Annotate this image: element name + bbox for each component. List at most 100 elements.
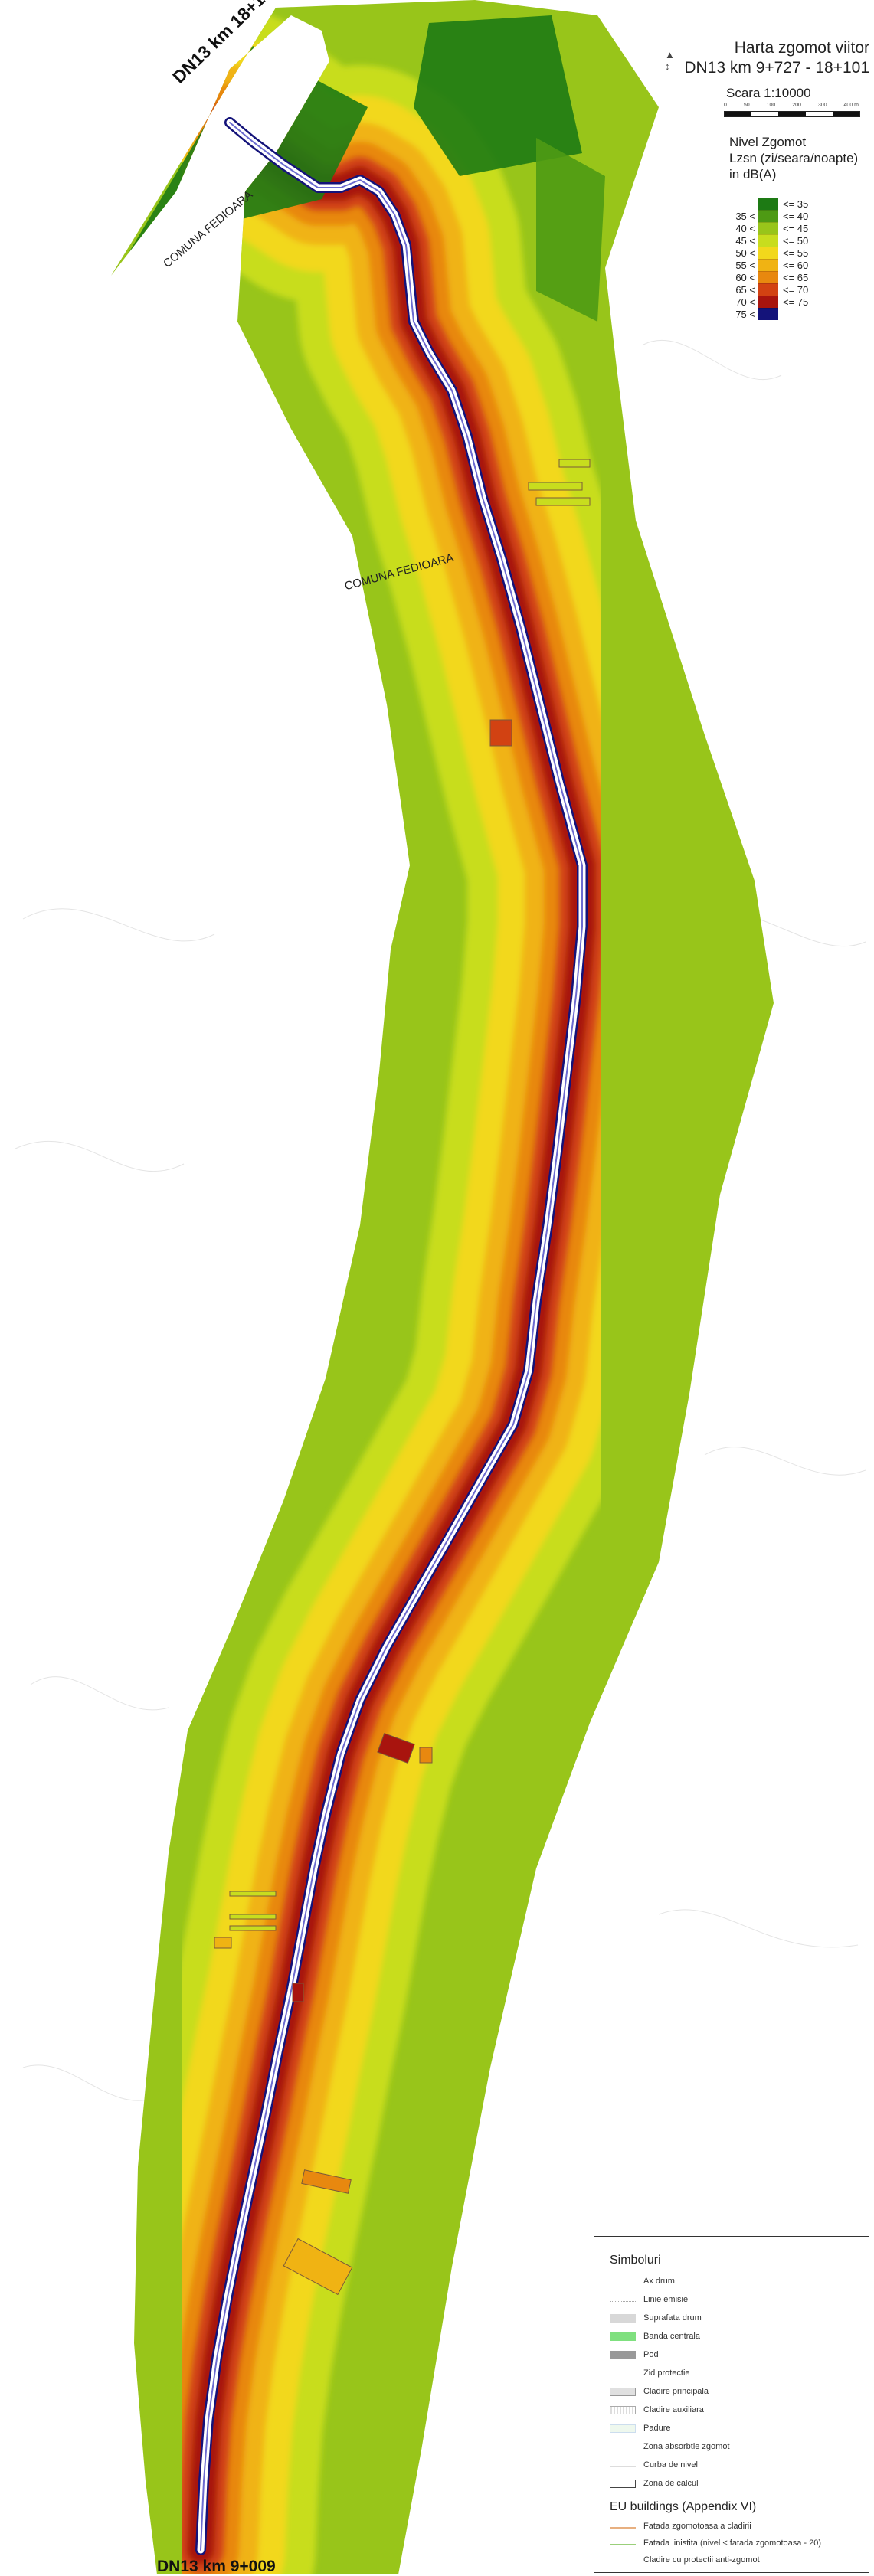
noise-class-from: 70 < (735, 296, 755, 308)
noise-class-swatch (758, 259, 778, 271)
noise-legend-title-line-3: in dB(A) (729, 167, 777, 181)
map-title-line-1: Harta zgomot viitor (734, 39, 869, 57)
symbol-row: Curba de nivel (610, 2460, 698, 2470)
map-scale-label: Scara 1:10000 (726, 86, 811, 100)
symbol-row: Cladire principala (610, 2387, 709, 2396)
noise-class-swatch (758, 198, 778, 210)
noise-legend-title: Nivel Zgomot Lzsn (zi/seara/noapte) in d… (729, 134, 858, 182)
symbols-panel: Simboluri Ax drum Linie emisie Suprafata d… (594, 2236, 869, 2573)
noise-class-from: 55 < (735, 259, 755, 271)
road-axis-line-icon (610, 2279, 636, 2283)
forest-icon (610, 2424, 636, 2433)
noise-class-to: <= 70 (783, 283, 809, 296)
noise-class-from: 60 < (735, 271, 755, 283)
main-building-icon (610, 2387, 636, 2396)
north-arrow-icon: ▲ ↕ (665, 49, 675, 72)
symbol-label: Zona absorbtie zgomot (643, 2442, 730, 2451)
emission-line-icon (610, 2297, 636, 2302)
noise-class-to: <= 45 (783, 222, 809, 234)
noise-class-to: <= 40 (783, 210, 809, 222)
noise-class-swatch (758, 222, 778, 234)
symbol-label: Banda centrala (643, 2332, 700, 2341)
scale-tick: 50 (743, 103, 750, 108)
protection-wall-icon (610, 2371, 636, 2375)
symbol-row: Banda centrala (610, 2332, 700, 2341)
symbol-row: Pod (610, 2350, 659, 2359)
noise-legend-row: 70 < <= 75 (726, 296, 808, 308)
symbol-row: Padure (610, 2424, 670, 2433)
symbol-label: Fatada zgomotoasa a cladirii (643, 2522, 751, 2531)
noise-class-from: 35 < (735, 210, 755, 222)
noise-legend: <= 35 35 < <= 40 40 < <= 45 45 < <= 50 50 < <= 5… (726, 198, 808, 320)
road-label-km-9-009: DN13 km 9+009 (157, 2558, 276, 2575)
symbol-label: Zona de calcul (643, 2479, 699, 2488)
noise-class-swatch (758, 308, 778, 320)
noise-class-to: <= 60 (783, 259, 809, 271)
noise-class-from: 45 < (735, 234, 755, 247)
symbol-label: Cladire auxiliara (643, 2405, 704, 2414)
symbol-label: Padure (643, 2424, 671, 2433)
symbol-label: Cladire principala (643, 2387, 709, 2396)
noise-class-from: 50 < (735, 247, 755, 259)
road-dn13 (195, 117, 588, 2555)
eu-buildings-title: EU buildings (Appendix VI) (610, 2500, 757, 2513)
noise-class-swatch (758, 210, 778, 222)
noise-class-to: <= 75 (783, 296, 809, 308)
road-line (200, 122, 583, 2551)
noise-legend-row: <= 35 (726, 198, 808, 210)
symbol-row: Fatada linistita (nivel < fatada zgomoto… (610, 2538, 821, 2548)
scale-tick: 0 (724, 103, 727, 108)
noise-class-from: 65 < (735, 283, 755, 296)
scale-bar (724, 111, 860, 117)
protected-building-icon (610, 2555, 636, 2565)
symbol-row: Ax drum (610, 2277, 675, 2286)
bridge-icon (610, 2350, 636, 2359)
symbol-row: Suprafata drum (610, 2313, 702, 2323)
buildings (214, 459, 591, 2296)
symbol-label: Ax drum (643, 2277, 675, 2286)
scale-tick: 100 (766, 103, 776, 108)
noise-legend-row: 65 < <= 70 (726, 283, 808, 296)
symbols-title: Simboluri (610, 2254, 661, 2267)
symbol-label: Cladire cu protectii anti-zgomot (643, 2555, 760, 2565)
noise-legend-row: 35 < <= 40 (726, 210, 808, 222)
symbol-label: Curba de nivel (643, 2460, 698, 2470)
noise-class-to: <= 65 (783, 271, 809, 283)
map-title-line-2: DN13 km 9+727 - 18+101 (684, 59, 869, 77)
symbol-label: Pod (643, 2350, 659, 2359)
symbol-row: Zona de calcul (610, 2479, 699, 2488)
noise-class-swatch (758, 234, 778, 247)
symbol-row: Zid protectie (610, 2368, 690, 2378)
central-strip-icon (610, 2332, 636, 2341)
noise-legend-row: 40 < <= 45 (726, 222, 808, 234)
symbol-label: Zid protectie (643, 2368, 690, 2378)
scale-tick: 400 m (843, 103, 859, 108)
map-title: Harta zgomot viitor DN13 km 9+727 - 18+1… (674, 38, 869, 78)
noise-legend-title-line-1: Nivel Zgomot (729, 135, 807, 149)
noise-legend-row: 45 < <= 50 (726, 234, 808, 247)
symbol-label: Fatada linistita (nivel < fatada zgomoto… (643, 2538, 822, 2548)
noise-legend-title-line-2: Lzsn (zi/seara/noapte) (729, 151, 859, 165)
auxiliary-building-icon (610, 2405, 636, 2414)
noise-legend-row: 60 < <= 65 (726, 271, 808, 283)
scale-tick: 300 (817, 103, 827, 108)
noise-class-swatch (758, 296, 778, 308)
symbol-row: Cladire auxiliara (610, 2405, 704, 2414)
noise-legend-row: 50 < <= 55 (726, 247, 808, 259)
scale-ticks: 0 50 100 200 300 400 m (724, 103, 859, 108)
calculation-zone-icon (610, 2479, 636, 2488)
symbol-row: Fatada zgomotoasa a cladirii (610, 2522, 751, 2531)
noise-class-from: 40 < (735, 222, 755, 234)
symbol-label: Suprafata drum (643, 2313, 702, 2323)
noise-class-swatch (758, 271, 778, 283)
noise-class-swatch (758, 283, 778, 296)
symbol-row: Linie emisie (610, 2295, 688, 2304)
quiet-facade-icon (610, 2541, 636, 2545)
noise-class-from: 75 < (735, 308, 755, 320)
noise-class-to: <= 55 (783, 247, 809, 259)
noise-absorption-zone-icon (610, 2442, 636, 2451)
scale-tick: 200 (792, 103, 801, 108)
noise-legend-row: 55 < <= 60 (726, 259, 808, 271)
